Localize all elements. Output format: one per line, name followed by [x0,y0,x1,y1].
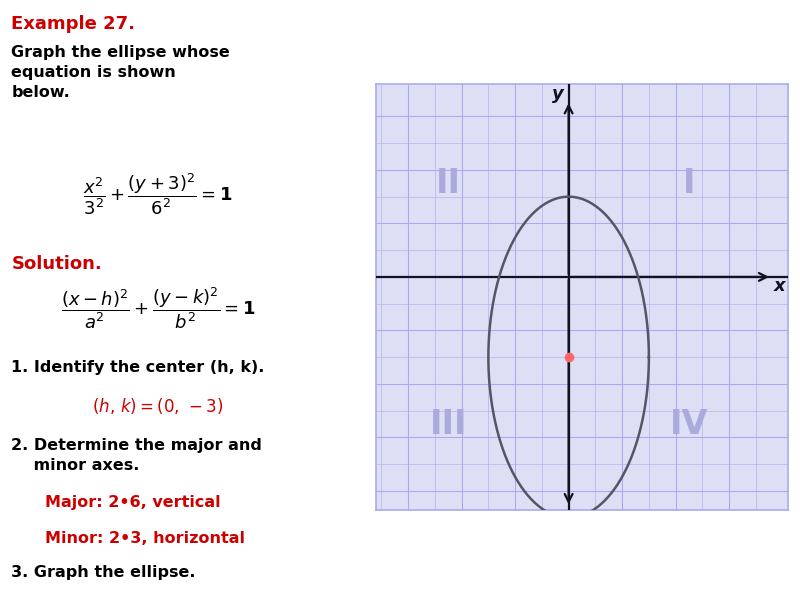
Text: 1. Identify the center (h, k).: 1. Identify the center (h, k). [11,360,265,375]
Text: x: x [774,277,786,295]
Text: $\dfrac{(x-h)^{2}}{a^{2}}+\dfrac{(y-k)^{2}}{b^{2}}=\mathbf{1}$: $\dfrac{(x-h)^{2}}{a^{2}}+\dfrac{(y-k)^{… [61,285,255,331]
Text: Example 27.: Example 27. [11,15,135,33]
Text: Solution.: Solution. [11,255,102,273]
Text: $\dfrac{x^{2}}{3^{2}}+\dfrac{(y+3)^{2}}{6^{2}}=\mathbf{1}$: $\dfrac{x^{2}}{3^{2}}+\dfrac{(y+3)^{2}}{… [83,171,233,217]
Text: y: y [552,85,564,103]
Text: III: III [430,407,467,440]
Text: Major: 2•6, vertical: Major: 2•6, vertical [45,495,221,510]
Text: Minor: 2•3, horizontal: Minor: 2•3, horizontal [45,531,245,546]
Text: 2. Determine the major and
    minor axes.: 2. Determine the major and minor axes. [11,438,262,473]
Text: II: II [436,167,461,200]
Text: 3. Graph the ellipse.: 3. Graph the ellipse. [11,565,196,580]
Text: $(h,\, k) = (0,\,-3)$: $(h,\, k) = (0,\,-3)$ [92,396,223,416]
Text: I: I [682,167,695,200]
Text: Graph the ellipse whose
equation is shown
below.: Graph the ellipse whose equation is show… [11,45,230,100]
Text: IV: IV [670,407,708,440]
